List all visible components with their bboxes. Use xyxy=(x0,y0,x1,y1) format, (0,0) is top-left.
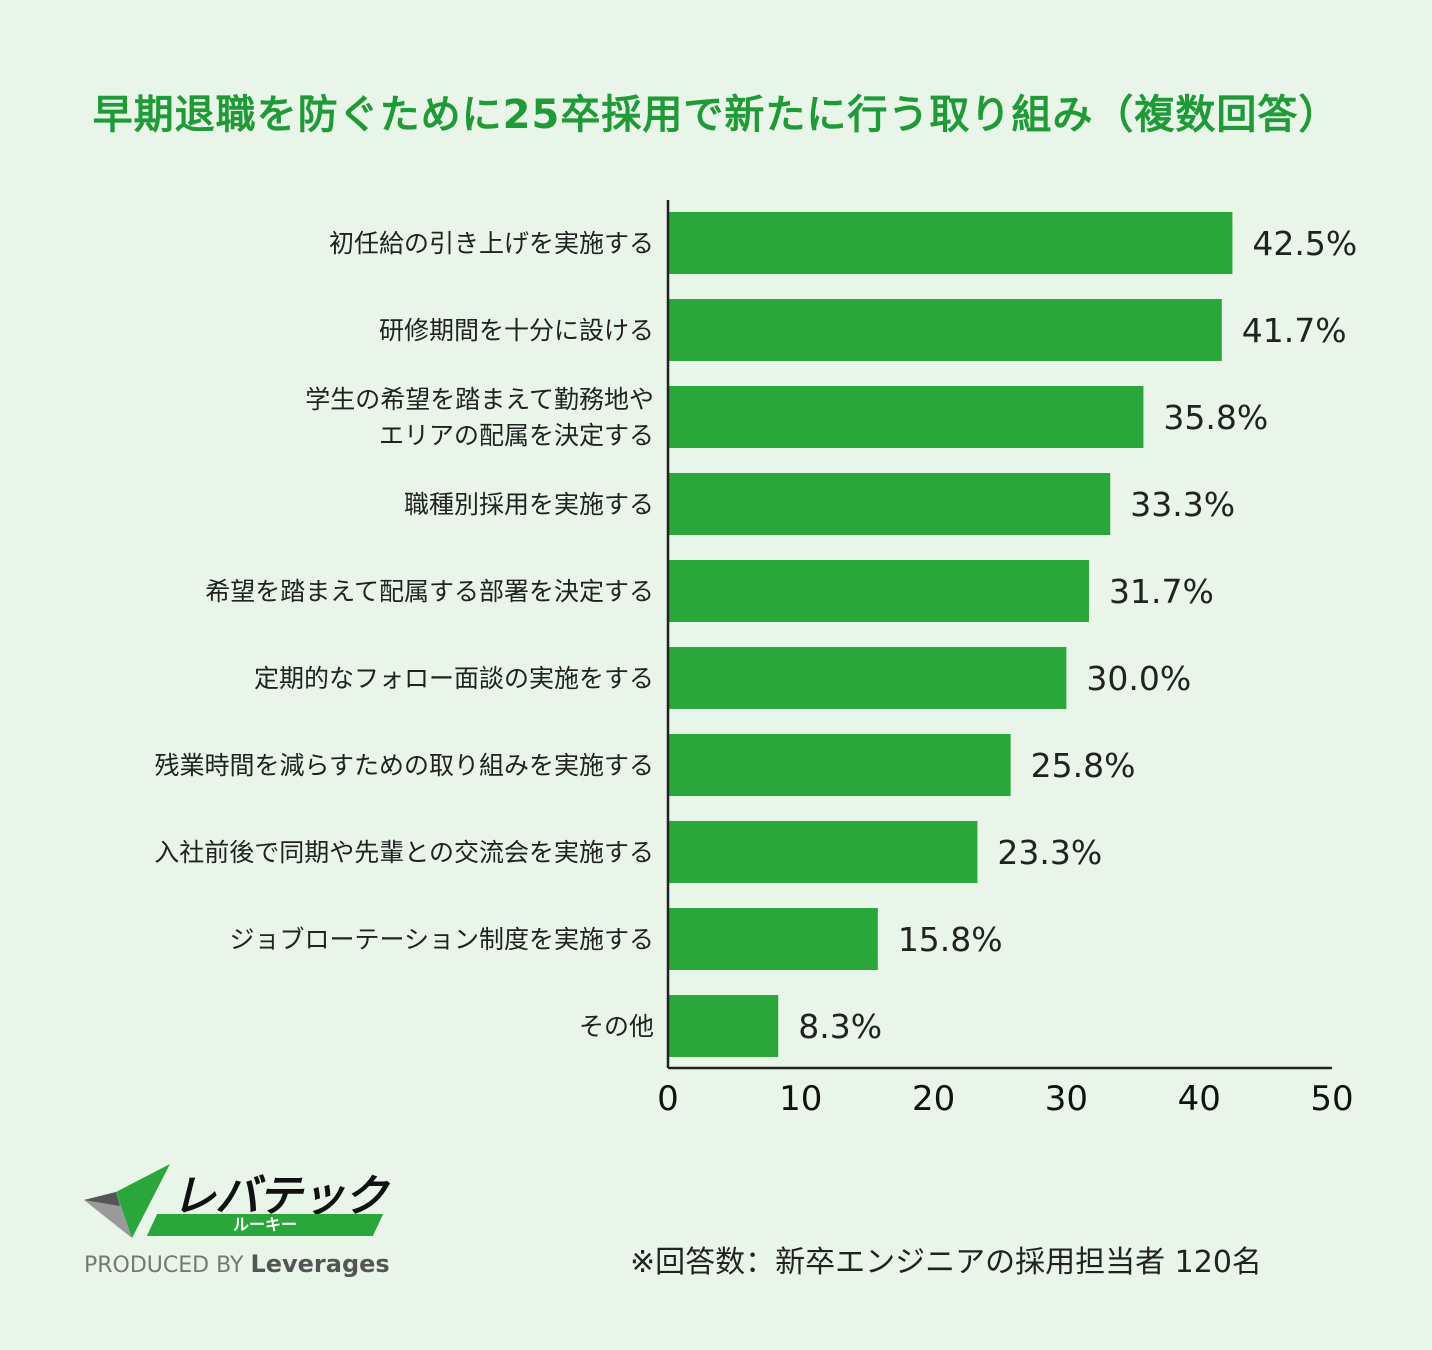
bar-7 xyxy=(668,821,978,883)
x-tick-label-4: 40 xyxy=(1178,1079,1221,1119)
bar-1 xyxy=(668,299,1222,361)
x-tick-label-1: 10 xyxy=(779,1079,822,1119)
produced-by-text: PRODUCED BY Leverages xyxy=(84,1250,390,1278)
logo-subtitle: ルーキー xyxy=(232,1215,297,1234)
value-label-9: 8.3% xyxy=(798,1007,882,1046)
category-label-9: その他 xyxy=(579,1012,654,1041)
produced-by-label: PRODUCED BY xyxy=(84,1253,244,1278)
levtech-rookie-logo: レバテック ルーキー PRODUCED BY Leverages xyxy=(80,1160,400,1280)
bar-0 xyxy=(668,212,1233,274)
bar-9 xyxy=(668,995,779,1057)
bar-4 xyxy=(668,560,1089,622)
respondent-footnote: ※回答数：新卒エンジニアの採用担当者 120名 xyxy=(630,1245,1262,1280)
value-label-4: 31.7% xyxy=(1109,572,1214,611)
bar-6 xyxy=(668,734,1011,796)
value-label-1: 41.7% xyxy=(1242,311,1347,350)
category-label-2-0: 学生の希望を踏まえて勤務地や xyxy=(305,385,654,414)
category-label-4: 希望を踏まえて配属する部署を決定する xyxy=(205,577,654,606)
category-label-3: 職種別採用を実施する xyxy=(404,490,654,519)
logo-wordmark: レバテック xyxy=(172,1171,388,1222)
category-label-8: ジョブローテーション制度を実施する xyxy=(229,925,654,954)
category-label-2-1: エリアの配属を決定する xyxy=(379,421,654,450)
value-label-2: 35.8% xyxy=(1163,398,1268,437)
category-label-1: 研修期間を十分に設ける xyxy=(379,316,654,345)
value-label-3: 33.3% xyxy=(1130,485,1235,524)
bar-3 xyxy=(668,473,1111,535)
value-label-0: 42.5% xyxy=(1252,224,1357,263)
brand-name: Leverages xyxy=(250,1250,390,1278)
category-label-7: 入社前後で同期や先輩との交流会を実施する xyxy=(154,838,654,867)
bar-8 xyxy=(668,908,878,970)
x-tick-label-2: 20 xyxy=(912,1079,955,1119)
value-label-6: 25.8% xyxy=(1031,746,1136,785)
value-label-5: 30.0% xyxy=(1086,659,1191,698)
x-tick-label-5: 50 xyxy=(1310,1079,1353,1119)
bar-2 xyxy=(668,386,1144,448)
checkmark-logo-icon xyxy=(84,1164,170,1238)
category-label-0: 初任給の引き上げを実施する xyxy=(329,229,654,258)
chart-title: 早期退職を防ぐために25卒採用で新たに行う取り組み（複数回答） xyxy=(92,92,1340,138)
x-tick-label-3: 30 xyxy=(1045,1079,1088,1119)
category-label-5: 定期的なフォロー面談の実施をする xyxy=(254,664,654,693)
category-label-6: 残業時間を減らすための取り組みを実施する xyxy=(154,751,654,780)
bar-chart: 42.5% 初任給の引き上げを実施する 41.7% 研修期間を十分に設ける 35.8% 学… xyxy=(154,200,1357,1119)
value-label-7: 23.3% xyxy=(997,833,1102,872)
bar-5 xyxy=(668,647,1067,709)
x-tick-label-0: 0 xyxy=(657,1079,679,1119)
value-label-8: 15.8% xyxy=(898,920,1003,959)
